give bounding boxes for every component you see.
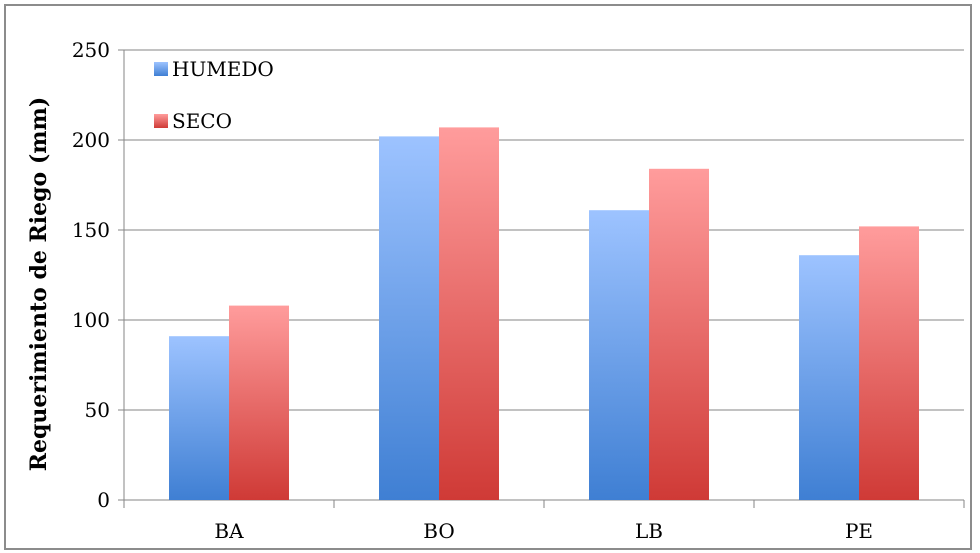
- y-tick-label: 200: [72, 128, 110, 152]
- bar-seco-pe: [859, 226, 919, 500]
- y-tick-label: 50: [85, 398, 110, 422]
- bar-seco-ba: [229, 305, 289, 500]
- bar-humedo-bo: [379, 136, 439, 500]
- legend-swatch-humedo: [154, 62, 168, 76]
- legend-label-humedo: HUMEDO: [172, 57, 274, 81]
- y-tick-label: 100: [72, 308, 110, 332]
- bar-seco-lb: [649, 168, 709, 501]
- bar-humedo-ba: [169, 336, 229, 500]
- y-tick-label: 150: [72, 218, 110, 242]
- x-tick-label: BO: [423, 519, 454, 543]
- bar-seco-bo: [439, 127, 499, 501]
- bar-chart: 0 50 100 150 200 250 BA BO LB PE Requerimiento de…: [26, 38, 965, 543]
- tick-labels: 0 50 100 150 200 250 BA BO LB PE: [72, 38, 873, 543]
- legend-label-seco: SECO: [172, 109, 232, 133]
- x-tick-label: PE: [845, 519, 873, 543]
- bars: [169, 127, 919, 501]
- bar-humedo-pe: [799, 255, 859, 500]
- y-tick-label: 250: [72, 38, 110, 62]
- x-tick-label: BA: [214, 519, 244, 543]
- x-tick-label: LB: [635, 519, 663, 543]
- chart-frame: 0 50 100 150 200 250 BA BO LB PE Requerimiento de…: [4, 4, 972, 550]
- bar-humedo-lb: [589, 210, 649, 500]
- y-axis-label: Requerimiento de Riego (mm): [26, 97, 52, 472]
- legend-swatch-seco: [154, 114, 168, 128]
- legend: HUMEDO SECO: [154, 57, 274, 133]
- y-tick-label: 0: [97, 488, 110, 512]
